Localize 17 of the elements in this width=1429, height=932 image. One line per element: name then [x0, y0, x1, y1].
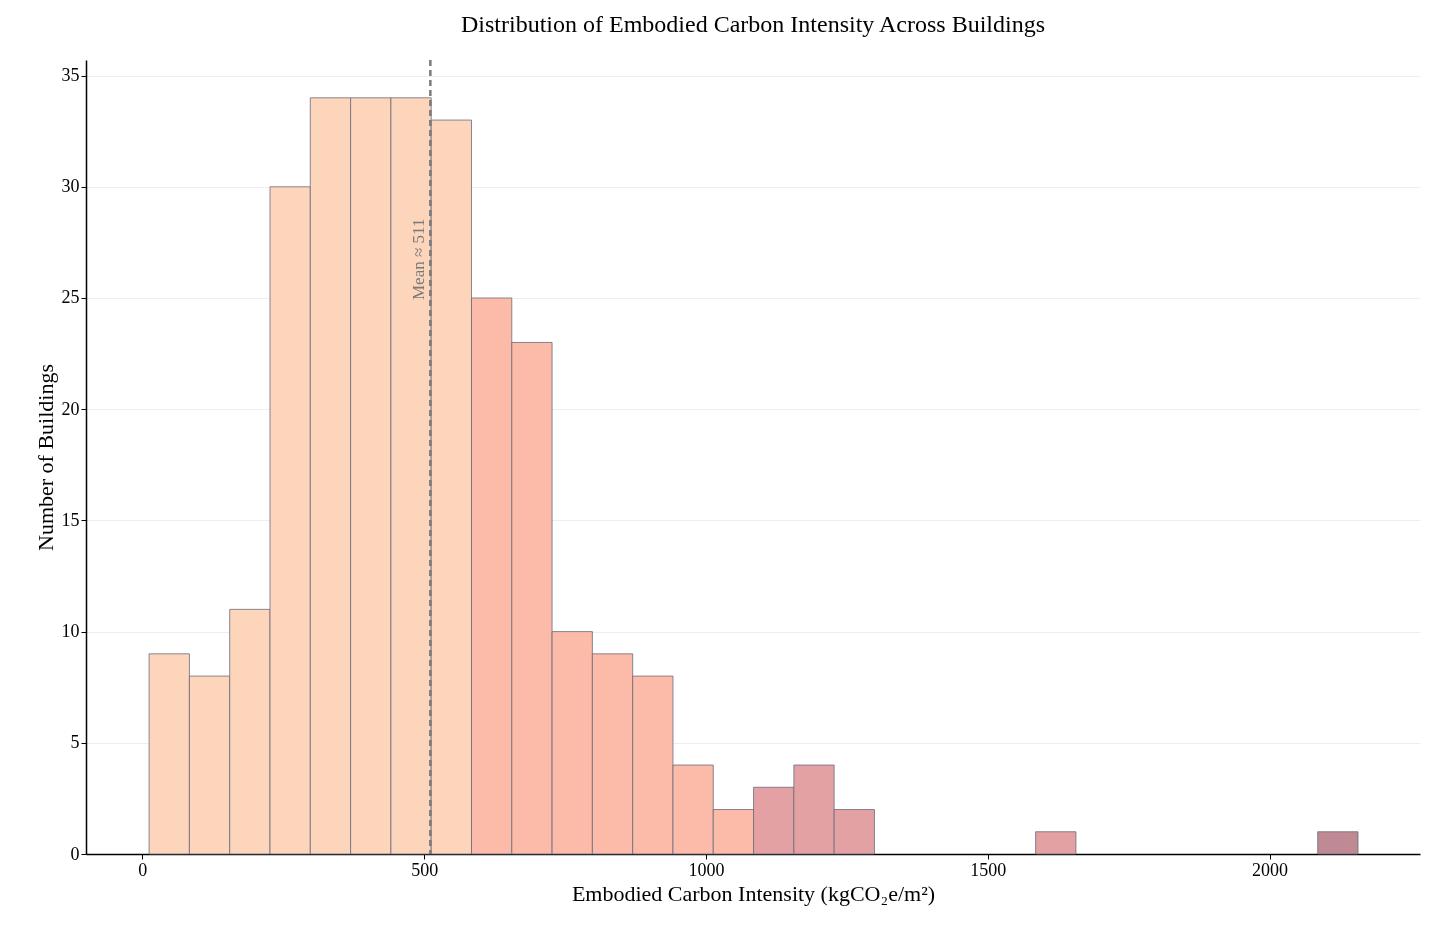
- y-tick-label: 25: [61, 287, 80, 308]
- chart-title: Distribution of Embodied Carbon Intensity Across Buildings: [461, 10, 1045, 37]
- x-axis-title: Embodied Carbon Intensity (kgCO₂e/m²): [571, 880, 936, 906]
- y-tick-label: 5: [70, 732, 80, 753]
- y-tick-label: 15: [61, 509, 80, 530]
- x-tick-label: 0: [138, 859, 148, 880]
- x-tick-label: 1500: [970, 859, 1007, 880]
- y-tick-label: 10: [61, 621, 80, 642]
- y-tick-label: 30: [61, 176, 80, 197]
- ref-line-label: Mean ≈ 511: [409, 218, 429, 300]
- y-axis-title: Number of Buildings: [32, 364, 58, 551]
- x-tick-label: 2000: [1252, 859, 1289, 880]
- y-tick-label: 20: [61, 398, 80, 419]
- x-tick-label: 500: [411, 859, 439, 880]
- y-tick-label: 35: [61, 65, 80, 86]
- y-tick-label: 0: [70, 843, 80, 864]
- x-tick-label: 1000: [688, 859, 725, 880]
